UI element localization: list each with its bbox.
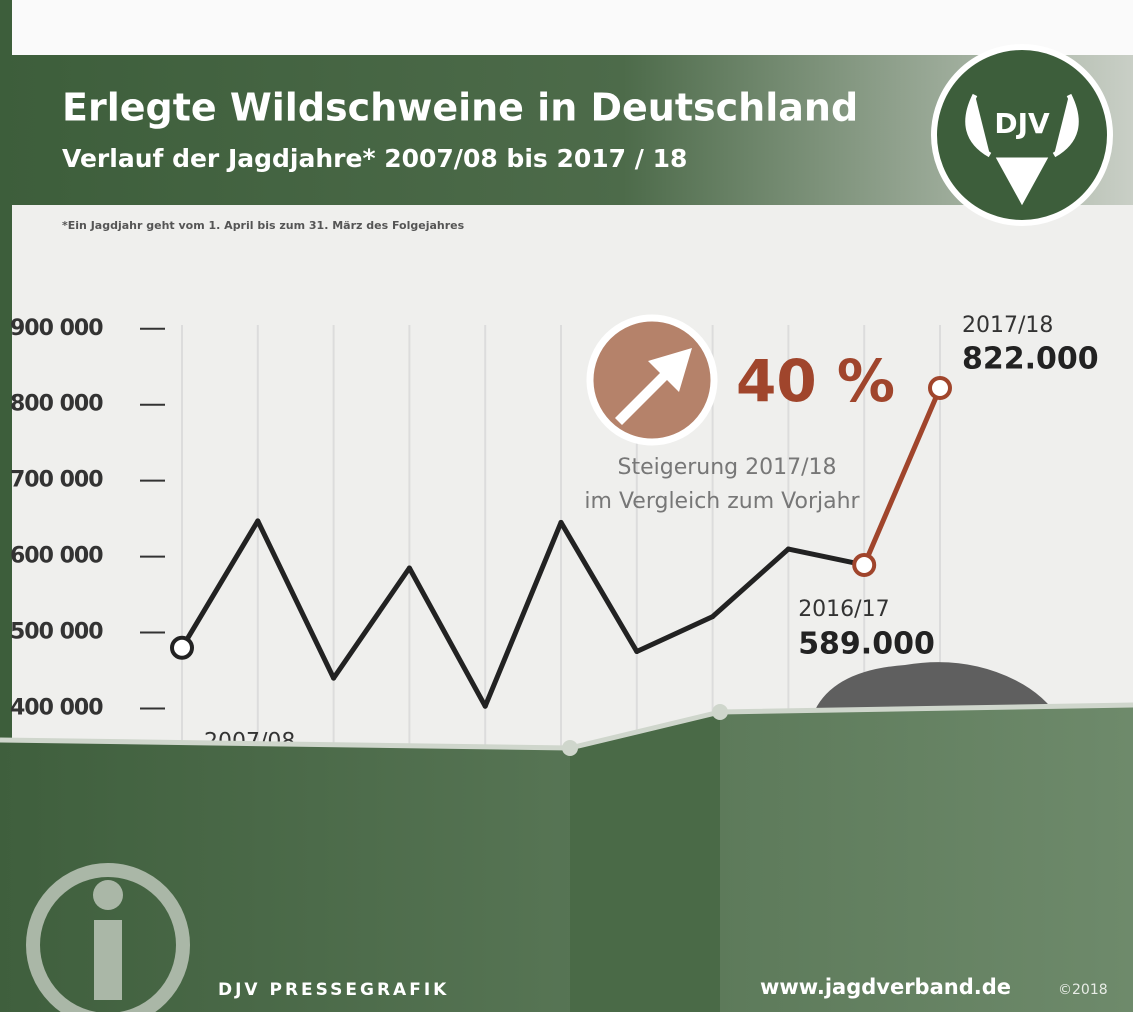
category-label: 2016/17: [798, 597, 889, 622]
footer-copyright: ©2018: [1058, 982, 1108, 998]
footer-left: DJV PRESSEGRAFIK: [218, 980, 449, 1000]
info-icon: [94, 920, 122, 1000]
line-segment: [634, 614, 716, 655]
y-tick-label: 800 000: [10, 392, 103, 417]
line-segment: [331, 565, 412, 681]
logo-text: DJV: [994, 107, 1050, 140]
footnote: *Ein Jagdjahr geht vom 1. April bis zum …: [62, 219, 465, 232]
info-icon: [93, 880, 123, 910]
point-marker: [928, 376, 952, 401]
y-tick-label: 400 000: [10, 695, 103, 720]
logo-antlers: [965, 93, 1079, 206]
line-segment: [406, 565, 488, 709]
line-segment: [179, 518, 261, 651]
footer-band: [0, 705, 1133, 1012]
top-strip: [0, 0, 1133, 55]
y-tick-label: 900 000: [10, 316, 103, 341]
note: im Vergleich zum Vorjahr: [584, 489, 860, 514]
line-segment: [482, 519, 564, 709]
info-icon: [26, 863, 190, 1012]
footer-dot: [712, 704, 728, 720]
point-marker: [852, 552, 877, 577]
point-marker: [170, 635, 194, 660]
title: Erlegte Wildschweine in Deutschland: [62, 86, 858, 130]
footer-dot: [562, 740, 578, 756]
line-segment: [785, 546, 867, 568]
percent: 40 %: [736, 347, 895, 415]
line-segment: [861, 385, 943, 568]
category-label: 2017/18: [962, 313, 1053, 338]
line-segment: [558, 519, 640, 655]
y-tick-label: 700 000: [10, 468, 103, 493]
footer-panel: [570, 712, 720, 1012]
line-segment: [710, 546, 791, 620]
value-label: 589.000: [798, 626, 935, 661]
value-label: 822.000: [962, 342, 1099, 377]
note: Steigerung 2017/18: [617, 455, 836, 480]
arrow: [615, 348, 692, 425]
line-segment: [255, 518, 337, 681]
footer-url: www.jagdverband.de: [760, 975, 1011, 999]
arrow-icon: [586, 314, 718, 446]
footer-edge: [0, 702, 1133, 751]
y-tick-label: 500 000: [10, 620, 103, 645]
logo-circle: [931, 44, 1113, 226]
y-tick-label: 600 000: [10, 544, 103, 569]
subtitle: Verlauf der Jagdjahre* 2007/08 bis 2017 …: [62, 144, 687, 173]
